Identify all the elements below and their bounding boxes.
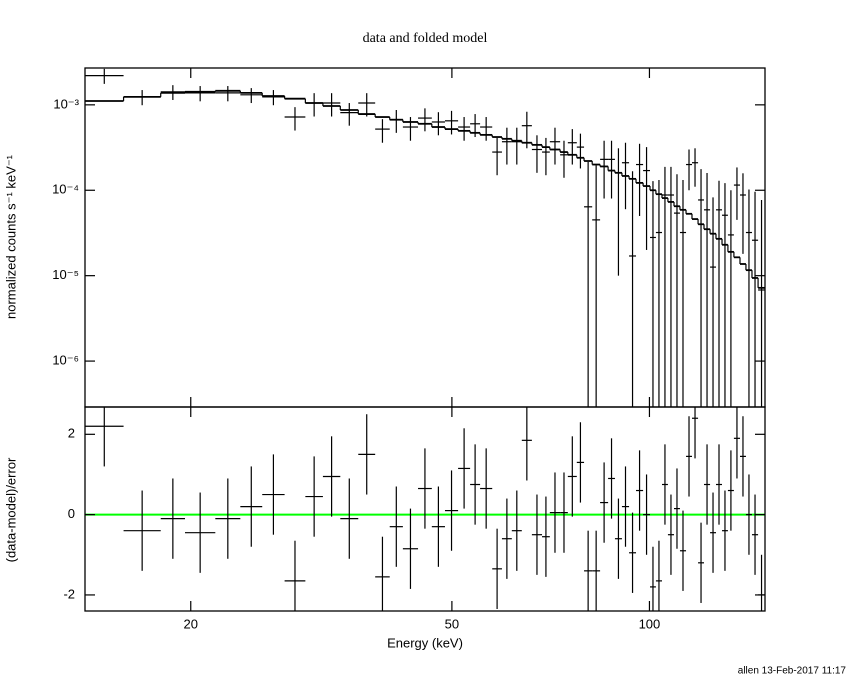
x-tick-label: 20 [184,616,198,631]
frame [84,406,766,612]
x-axis-label: Energy (keV) [387,635,463,650]
y-tick-label: 2 [68,426,75,441]
y-tick-label: 10⁻⁴ [52,182,79,197]
y-tick-label: 0 [68,506,75,521]
y-axis-label: normalized counts s⁻¹ keV⁻¹ [3,154,18,319]
y-tick-label: 10⁻³ [53,96,79,111]
y-axis-label: (data-model)/error [3,457,18,562]
y-tick-label: -2 [63,586,75,601]
y-tick-label: 10⁻⁶ [52,353,79,368]
residual-plot [85,407,765,611]
x-tick-label: 100 [639,616,661,631]
spectrum-plot [85,68,765,407]
x-tick-label: 50 [445,616,459,631]
axes: 20 50 100 10⁻⁶ 10⁻⁵ 10⁻⁴ 10⁻³ -2 0 2 [52,68,765,631]
footer: allen 13-Feb-2017 11:17 [738,666,847,677]
y-tick-label: 10⁻⁵ [52,267,79,282]
chart-title: data and folded model [363,31,488,46]
